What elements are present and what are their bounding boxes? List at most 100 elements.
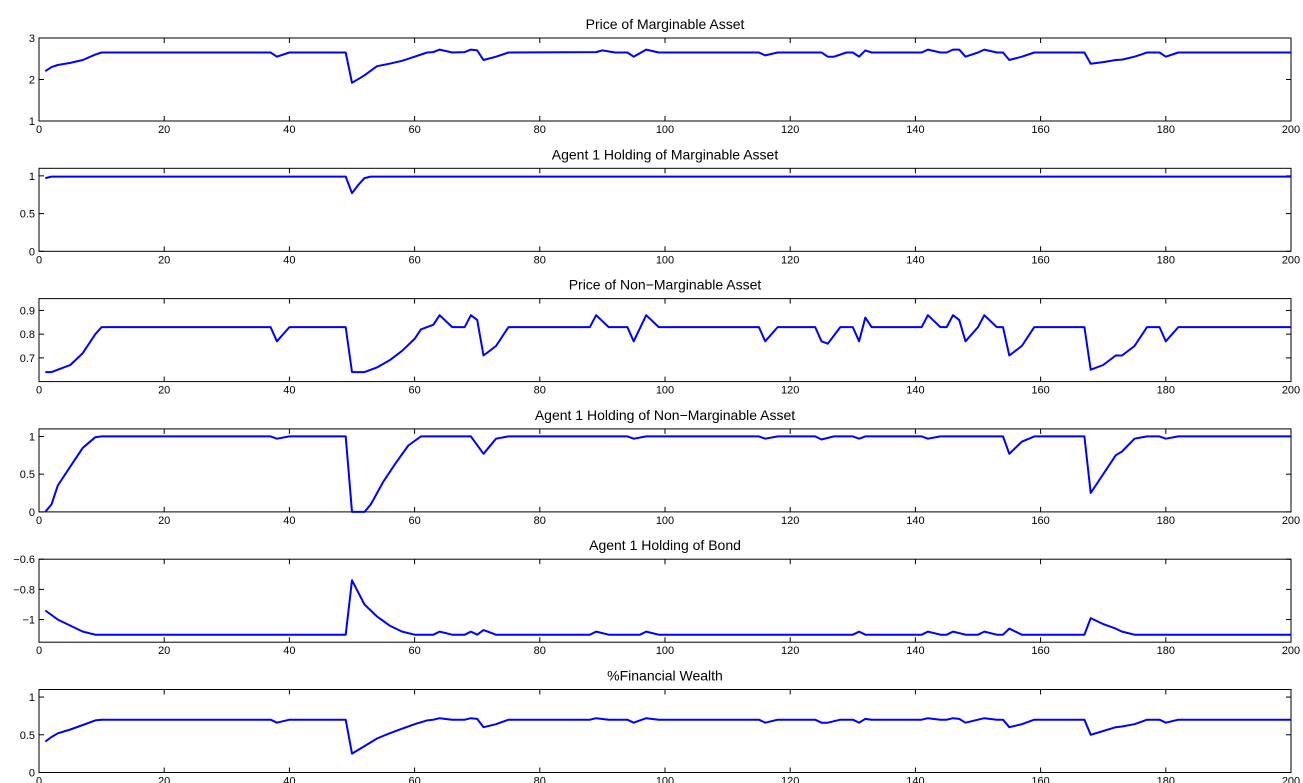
x-tick-label: 60 bbox=[408, 385, 420, 397]
x-tick-label: 180 bbox=[1157, 385, 1175, 397]
y-tick-label: −0.6 bbox=[13, 554, 35, 566]
subplot-title: Agent 1 Holding of Bond bbox=[589, 537, 741, 553]
y-tick-label: 0 bbox=[29, 246, 35, 258]
x-tick-label: 40 bbox=[283, 254, 295, 266]
x-tick-label: 200 bbox=[1282, 385, 1300, 397]
x-tick-label: 140 bbox=[906, 254, 924, 266]
x-tick-label: 40 bbox=[283, 124, 295, 136]
series-line bbox=[44, 717, 1291, 755]
subplot-title: Agent 1 Holding of Non−Marginable Asset bbox=[535, 407, 795, 423]
x-tick-label: 200 bbox=[1282, 254, 1300, 266]
series-line bbox=[44, 48, 1291, 84]
x-tick-label: 140 bbox=[906, 776, 924, 783]
y-tick-label: 1 bbox=[29, 692, 35, 704]
x-tick-label: 120 bbox=[781, 385, 799, 397]
x-tick-label: 0 bbox=[36, 776, 42, 783]
x-tick-label: 180 bbox=[1157, 254, 1175, 266]
y-tick-label: 0.5 bbox=[20, 730, 35, 742]
y-tick-label: 0.8 bbox=[20, 329, 35, 341]
x-tick-label: 120 bbox=[781, 254, 799, 266]
x-tick-label: 40 bbox=[283, 776, 295, 783]
x-tick-label: 200 bbox=[1282, 776, 1300, 783]
y-tick-label: 2 bbox=[29, 75, 35, 87]
x-tick-label: 200 bbox=[1282, 124, 1300, 136]
x-tick-label: 80 bbox=[534, 645, 546, 657]
x-tick-label: 160 bbox=[1031, 124, 1049, 136]
y-tick-label: 0.5 bbox=[20, 469, 35, 481]
x-tick-label: 60 bbox=[408, 515, 420, 527]
x-tick-label: 80 bbox=[534, 254, 546, 266]
x-tick-label: 180 bbox=[1157, 124, 1175, 136]
x-tick-label: 100 bbox=[656, 124, 674, 136]
x-tick-label: 40 bbox=[283, 515, 295, 527]
x-tick-label: 140 bbox=[906, 385, 924, 397]
subplot-title: Price of Non−Marginable Asset bbox=[569, 277, 762, 293]
y-tick-label: 0 bbox=[29, 768, 35, 780]
x-tick-label: 120 bbox=[781, 124, 799, 136]
subplot-3: Price of Non−Marginable Asset 0 20 40 60 80 10… bbox=[20, 277, 1300, 397]
x-tick-label: 120 bbox=[781, 776, 799, 783]
x-tick-label: 40 bbox=[283, 645, 295, 657]
series-line bbox=[45, 175, 1291, 195]
subplot-2: Agent 1 Holding of Marginable Asset 0 20 40… bbox=[20, 146, 1300, 266]
x-tick-label: 200 bbox=[1282, 645, 1300, 657]
y-tick-label: 1 bbox=[29, 171, 35, 183]
subplot-6: %Financial Wealth 0 20 40 60 80 100 120 140 160 18… bbox=[20, 668, 1300, 783]
x-tick-label: 100 bbox=[656, 645, 674, 657]
y-tick-label: 1 bbox=[29, 116, 35, 128]
x-tick-label: 60 bbox=[408, 776, 420, 783]
x-tick-label: 60 bbox=[408, 645, 420, 657]
x-tick-label: 180 bbox=[1157, 515, 1175, 527]
y-tick-label: 3 bbox=[29, 33, 35, 45]
x-tick-label: 100 bbox=[656, 254, 674, 266]
x-tick-label: 0 bbox=[36, 124, 42, 136]
x-tick-label: 160 bbox=[1031, 776, 1049, 783]
x-tick-label: 0 bbox=[36, 385, 42, 397]
x-tick-label: 60 bbox=[408, 254, 420, 266]
x-tick-label: 160 bbox=[1031, 515, 1049, 527]
x-tick-label: 0 bbox=[36, 254, 42, 266]
x-tick-label: 20 bbox=[158, 385, 170, 397]
y-tick-label: 0 bbox=[29, 507, 35, 519]
subplot-title: Price of Marginable Asset bbox=[586, 16, 745, 32]
series-line bbox=[45, 314, 1291, 374]
x-tick-label: 140 bbox=[906, 645, 924, 657]
y-tick-label: 0.9 bbox=[20, 305, 35, 317]
x-tick-label: 140 bbox=[906, 124, 924, 136]
subplot-5: Agent 1 Holding of Bond 0 20 40 60 80 100 120 14… bbox=[13, 537, 1300, 657]
x-tick-label: 20 bbox=[158, 776, 170, 783]
x-tick-label: 120 bbox=[781, 645, 799, 657]
x-tick-label: 80 bbox=[534, 124, 546, 136]
x-tick-label: 80 bbox=[534, 776, 546, 783]
x-tick-label: 0 bbox=[36, 645, 42, 657]
series-line bbox=[44, 579, 1291, 636]
x-tick-label: 100 bbox=[656, 776, 674, 783]
x-tick-label: 120 bbox=[781, 515, 799, 527]
x-tick-label: 20 bbox=[158, 254, 170, 266]
x-tick-label: 140 bbox=[906, 515, 924, 527]
x-tick-label: 20 bbox=[158, 124, 170, 136]
x-tick-label: 160 bbox=[1031, 385, 1049, 397]
x-tick-label: 100 bbox=[656, 515, 674, 527]
x-tick-label: 200 bbox=[1282, 515, 1300, 527]
x-tick-label: 100 bbox=[656, 385, 674, 397]
y-tick-label: −1 bbox=[22, 615, 35, 627]
series-line bbox=[44, 435, 1291, 513]
x-tick-label: 0 bbox=[36, 515, 42, 527]
x-tick-label: 20 bbox=[158, 645, 170, 657]
y-tick-label: 1 bbox=[29, 431, 35, 443]
x-tick-label: 40 bbox=[283, 385, 295, 397]
x-tick-label: 20 bbox=[158, 515, 170, 527]
x-tick-label: 80 bbox=[534, 515, 546, 527]
x-tick-label: 160 bbox=[1031, 254, 1049, 266]
x-tick-label: 180 bbox=[1157, 645, 1175, 657]
x-tick-label: 160 bbox=[1031, 645, 1049, 657]
subplot-title: Agent 1 Holding of Marginable Asset bbox=[552, 146, 779, 162]
x-tick-label: 180 bbox=[1157, 776, 1175, 783]
x-tick-label: 60 bbox=[408, 124, 420, 136]
subplot-title: %Financial Wealth bbox=[607, 668, 723, 684]
x-tick-label: 80 bbox=[534, 385, 546, 397]
